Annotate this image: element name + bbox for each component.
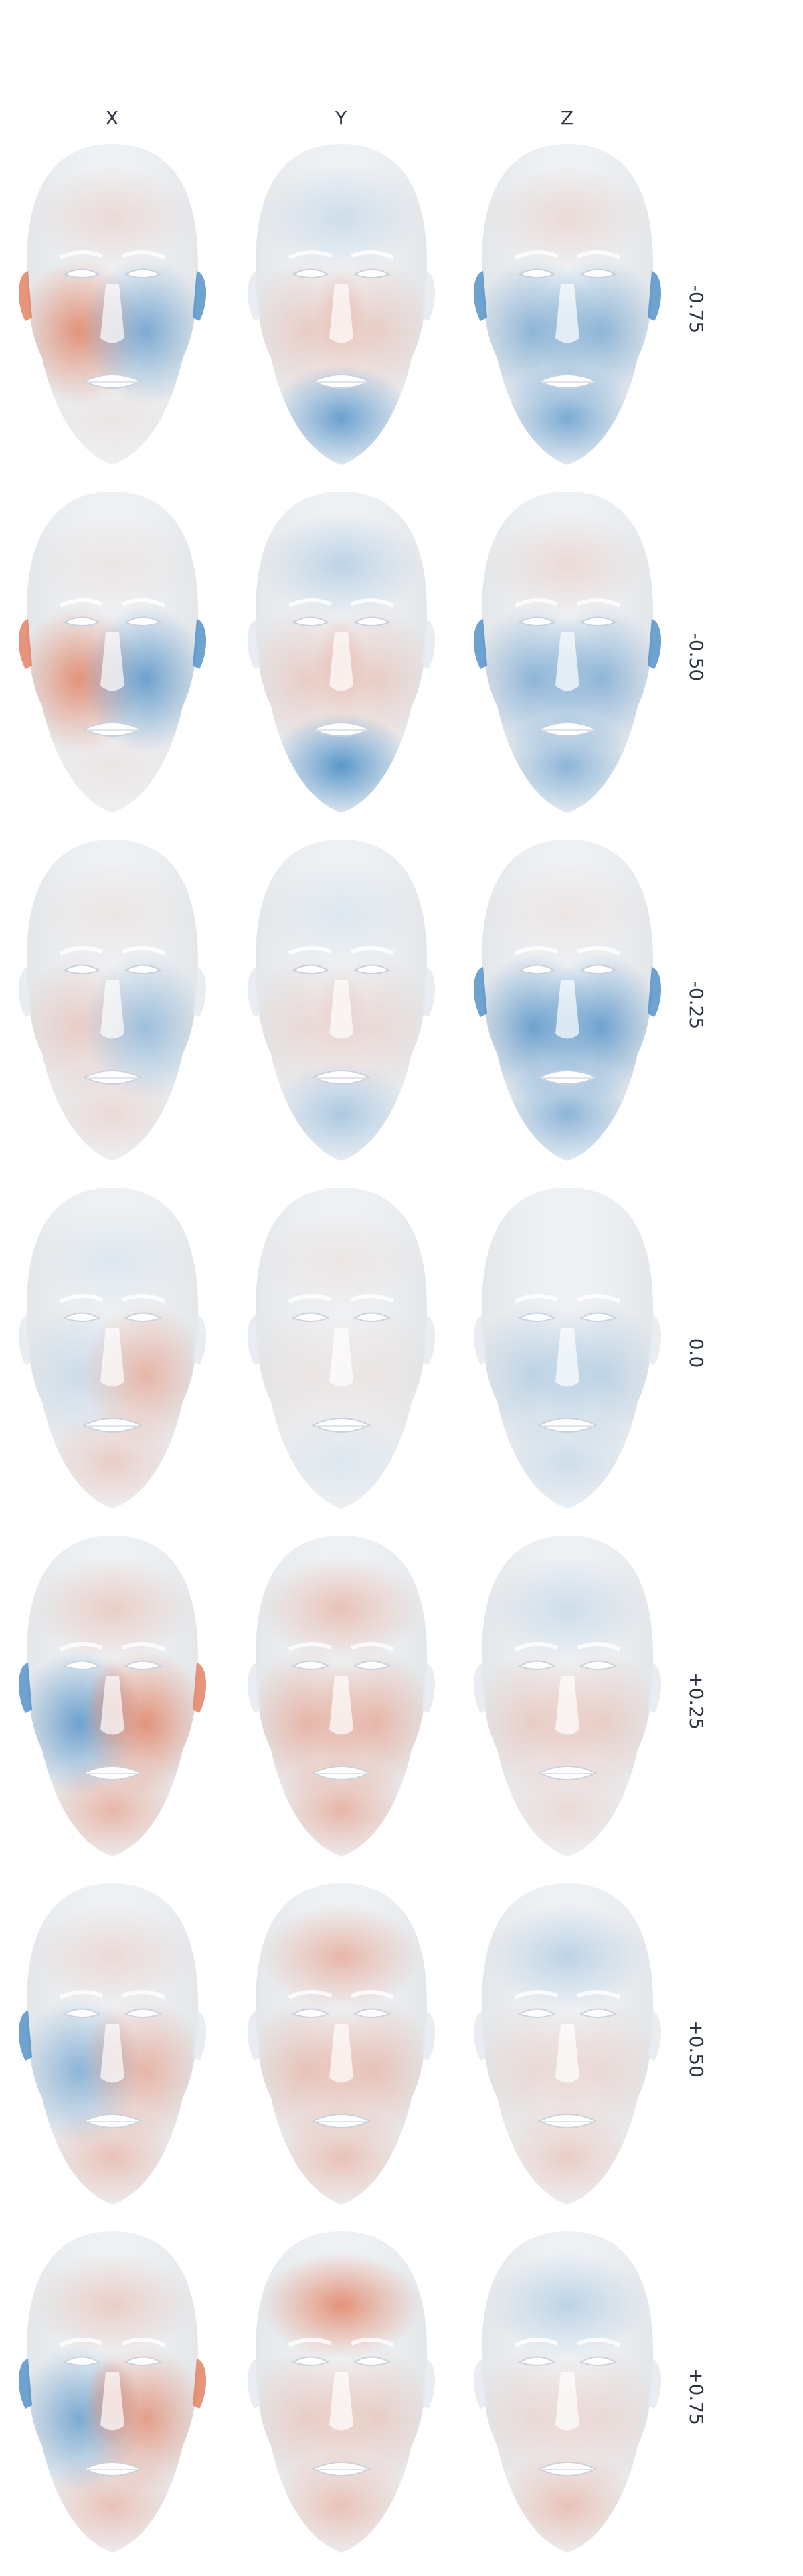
face-render [12, 1529, 213, 1877]
face-render [467, 2225, 668, 2573]
face-render [12, 485, 213, 833]
row-label-neg-075: -0.75 [685, 284, 707, 334]
column-header-y: Y [335, 107, 348, 129]
row-label-pos-050: +0.50 [685, 2020, 707, 2078]
face-render [467, 485, 668, 833]
face-render [241, 2225, 442, 2573]
column-header-x: X [105, 107, 120, 129]
row-label-pos-075: +0.75 [685, 2368, 707, 2425]
face-render [467, 1877, 668, 2225]
face-render [467, 1529, 668, 1877]
face-render [241, 1529, 442, 1877]
face-render [12, 2225, 213, 2573]
row-label-neg-025: -0.25 [685, 980, 707, 1030]
face-render [241, 1181, 442, 1529]
face-render [241, 485, 442, 833]
face-render [12, 137, 213, 485]
face-render [241, 137, 442, 485]
face-render [241, 833, 442, 1181]
face-render [467, 137, 668, 485]
face-render [12, 1181, 213, 1529]
column-header-z: Z [560, 107, 575, 129]
face-render [12, 833, 213, 1181]
face-render [12, 1877, 213, 2225]
row-label-pos-025: +0.25 [685, 1672, 707, 1730]
face-render [467, 833, 668, 1181]
face-render [241, 1877, 442, 2225]
row-label-neg-050: -0.50 [685, 632, 707, 682]
row-label-zero: 0.0 [685, 1338, 707, 1368]
face-render [467, 1181, 668, 1529]
